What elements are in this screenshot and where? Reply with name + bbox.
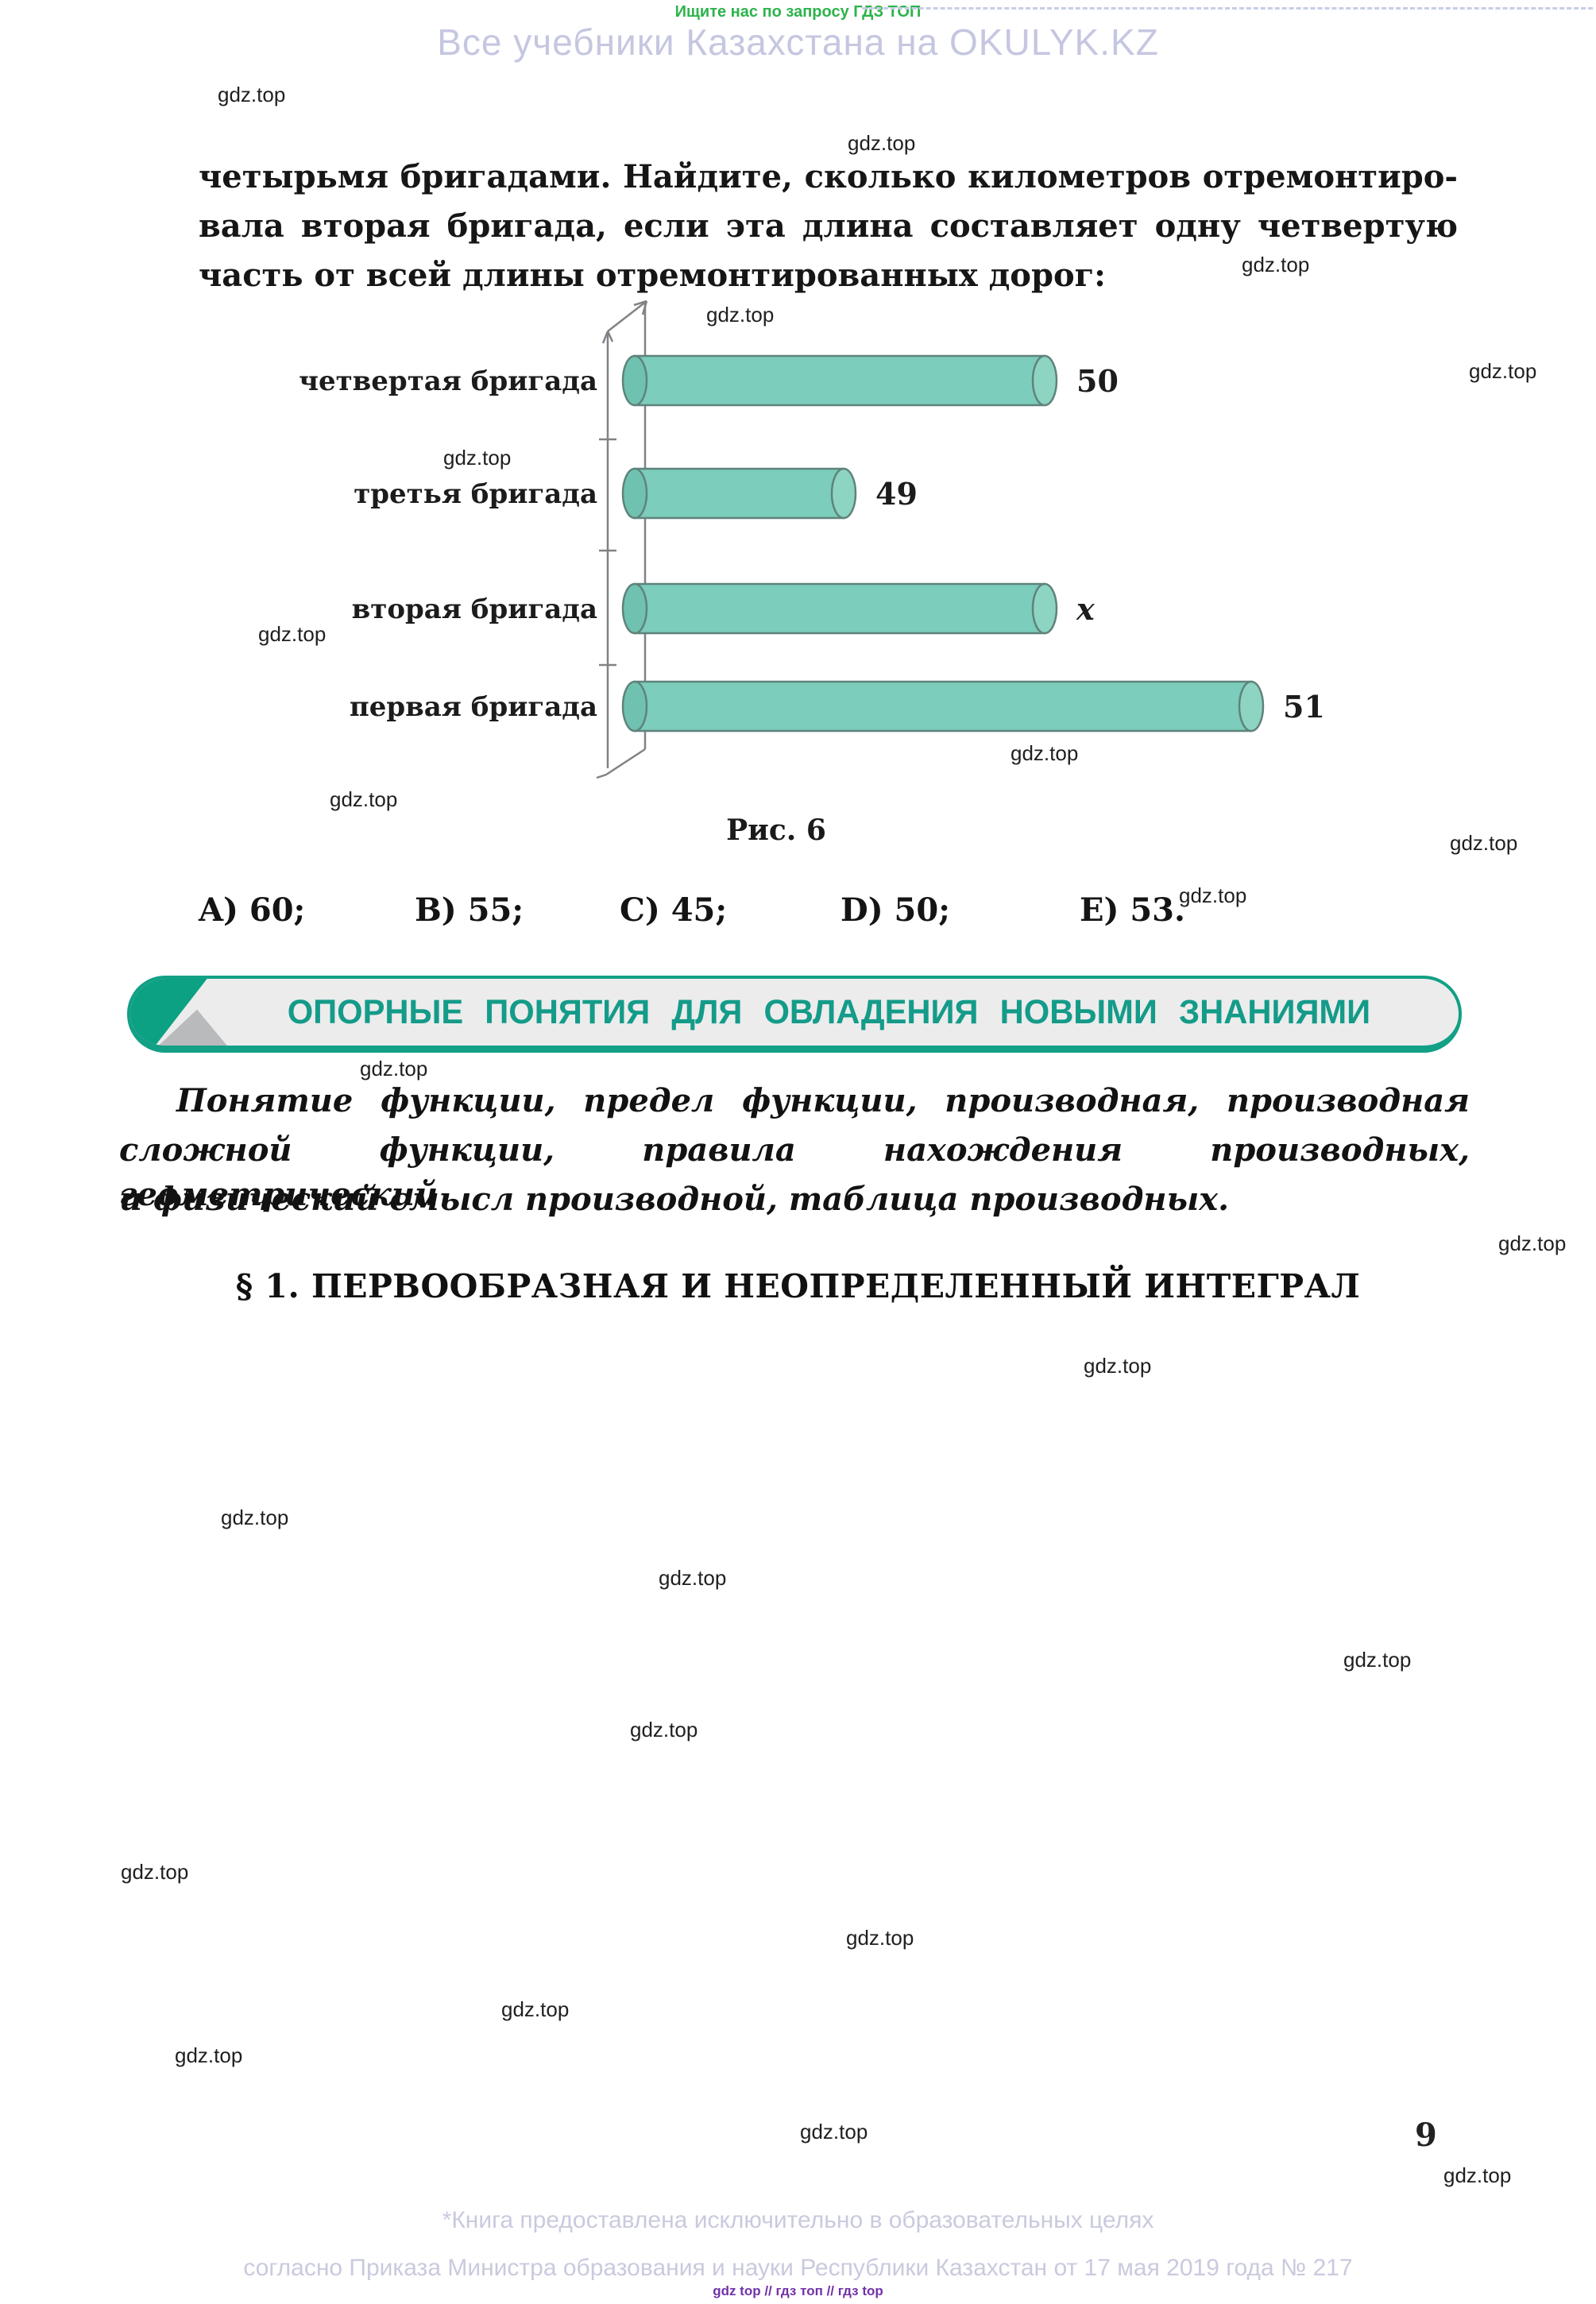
footer-watermark-line: gdz top // гдз топ // гдз top xyxy=(713,2283,883,2298)
chart-bar-right-cap xyxy=(830,467,857,520)
top-dashed-line xyxy=(862,7,1593,10)
chart-bar-left-cap xyxy=(621,467,648,520)
chart-row: вторая бригада x xyxy=(352,582,1096,635)
chart-category-label: четвертая бригада xyxy=(299,365,597,397)
gdz-watermark: gdz.top xyxy=(800,2120,868,2144)
chart-caption: Рис. 6 xyxy=(726,814,826,847)
gdz-watermark: gdz.top xyxy=(848,131,916,155)
chart-row: третья бригада 49 xyxy=(354,467,918,520)
chart-row: первая бригада 51 xyxy=(350,680,1325,733)
chart-category-label: третья бригада xyxy=(354,478,597,510)
gdz-watermark: gdz.top xyxy=(360,1057,428,1080)
gdz-watermark: gdz.top xyxy=(1011,741,1079,765)
gdz-watermark: gdz.top xyxy=(501,1997,570,2021)
problem-line-1: четырьмя бригадами. Найдите, сколько кил… xyxy=(199,158,1458,195)
chart-category-label: вторая бригада xyxy=(352,593,597,625)
gdz-watermark: gdz.top xyxy=(443,446,512,470)
page-number: 9 xyxy=(1415,2117,1437,2154)
problem-line-2: вала вторая бригада, если эта длина сост… xyxy=(199,207,1458,245)
chart-bar-right-cap xyxy=(1238,680,1265,733)
problem-line-3: часть от всей длины отремонтированных до… xyxy=(199,257,1106,294)
gdz-watermark: gdz.top xyxy=(221,1506,289,1529)
top-notice-text: Ищите нас по запросу ГДЗ ТОП xyxy=(674,3,922,21)
chart-value-label: x xyxy=(1076,591,1096,627)
gdz-watermark: gdz.top xyxy=(1443,2163,1512,2187)
footer-disclaimer-line-1: *Книга предоставлена исключительно в обр… xyxy=(442,2207,1154,2233)
key-concepts-banner: ОПОРНЫЕ ПОНЯТИЯ ДЛЯ ОВЛАДЕНИЯ НОВЫМИ ЗНА… xyxy=(127,976,1462,1053)
footer-disclaimer-line-2: согласно Приказа Министра образования и … xyxy=(243,2255,1353,2281)
gdz-watermark: gdz.top xyxy=(258,622,327,646)
chart-category-label: первая бригада xyxy=(350,691,597,723)
chart-bar-right-cap xyxy=(1031,354,1058,407)
gdz-watermark: gdz.top xyxy=(330,787,398,811)
gdz-watermark: gdz.top xyxy=(175,2043,243,2067)
axis-back-arrowhead xyxy=(601,331,614,344)
chart-bars-group: четвертая бригада 50 третья бригада 49 втора… xyxy=(299,354,1325,733)
gdz-watermark: gdz.top xyxy=(218,83,286,106)
chart-bar-left-cap xyxy=(621,582,648,635)
gdz-watermark: gdz.top xyxy=(846,1926,914,1950)
gdz-watermark: gdz.top xyxy=(630,1718,698,1742)
gdz-watermark: gdz.top xyxy=(1343,1648,1412,1672)
gdz-watermark: gdz.top xyxy=(1450,831,1518,855)
chart-bar xyxy=(633,680,1253,733)
axis-bottom-diagonal xyxy=(596,748,646,779)
answer-option-e: E) 53. xyxy=(1080,891,1185,929)
axis-top-diagonal xyxy=(607,300,647,332)
chart-bar xyxy=(633,467,845,520)
problem-statement: четырьмя бригадами. Найдите, сколько кил… xyxy=(199,156,1458,303)
answer-option-a: A) 60; xyxy=(199,891,306,929)
concepts-line-2: сложной функции, правила нахождения прои… xyxy=(119,1131,1470,1213)
concepts-line-1: Понятие функции, предел функции, произво… xyxy=(176,1082,1470,1119)
chart-bar-left-cap xyxy=(621,680,648,733)
chart-axis xyxy=(596,300,648,779)
chart-row: четвертая бригада 50 xyxy=(299,354,1119,407)
concepts-paragraph: Понятие функции, предел функции, произво… xyxy=(119,1079,1470,1227)
gdz-watermark: gdz.top xyxy=(1498,1231,1567,1255)
answer-options-row: A) 60; B) 55; C) 45; D) 50; E) 53. xyxy=(0,891,1596,939)
answer-option-b: B) 55; xyxy=(415,891,524,929)
site-header: Все учебники Казахстана на OKULYK.KZ xyxy=(437,21,1159,63)
gdz-watermark: gdz.top xyxy=(1084,1354,1152,1378)
section-title: § 1. ПЕРВООБРАЗНАЯ И НЕОПРЕДЕЛЕННЫЙ ИНТЕ… xyxy=(235,1267,1361,1305)
chart-value-label: 51 xyxy=(1283,689,1325,725)
chart-value-label: 49 xyxy=(875,476,918,512)
gdz-watermark: gdz.top xyxy=(121,1860,189,1884)
concepts-line-3: и физический смысл производной, таблица … xyxy=(119,1181,1230,1218)
answer-option-c: C) 45; xyxy=(620,891,728,929)
chart-bar xyxy=(633,582,1046,635)
gdz-watermark: gdz.top xyxy=(1179,883,1247,907)
banner-label: ОПОРНЫЕ ПОНЯТИЯ ДЛЯ ОВЛАДЕНИЯ НОВЫМИ ЗНА… xyxy=(287,992,1371,1031)
chart-value-label: 50 xyxy=(1076,363,1119,399)
gdz-watermark: gdz.top xyxy=(659,1566,727,1590)
answer-option-d: D) 50; xyxy=(841,891,950,929)
axis-tick-marks xyxy=(599,438,616,667)
chart-bar xyxy=(633,354,1046,407)
gdz-watermark: gdz.top xyxy=(706,303,775,327)
gdz-watermark: gdz.top xyxy=(1469,359,1537,383)
gdz-watermark: gdz.top xyxy=(1242,253,1310,276)
bar-chart: четвертая бригада 50 третья бригада 49 втора… xyxy=(299,300,1325,779)
chart-bar-left-cap xyxy=(621,354,648,407)
chart-bar-right-cap xyxy=(1031,582,1058,635)
